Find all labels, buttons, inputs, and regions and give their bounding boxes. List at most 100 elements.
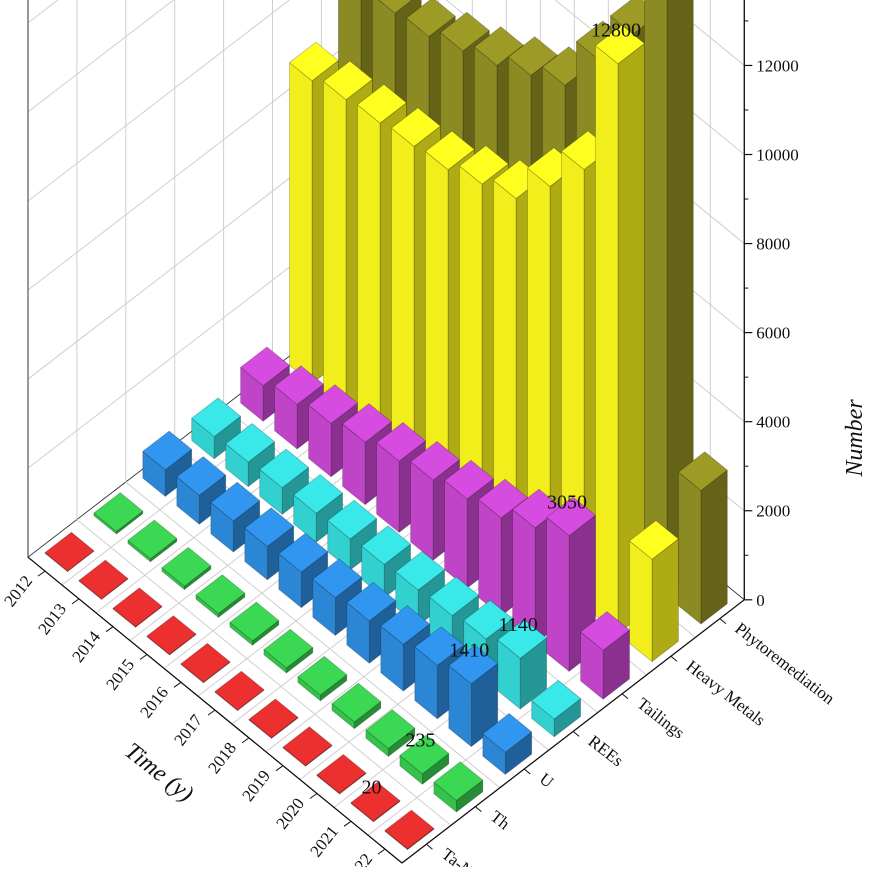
y-tick [719, 618, 727, 624]
z-tick-label: 6000 [756, 324, 790, 343]
bar [580, 611, 630, 700]
bar-top-face [531, 680, 581, 720]
bar-top-face [146, 615, 197, 655]
bar-top-face [259, 448, 310, 489]
bar [399, 734, 450, 785]
y-tick-label: REEs [585, 732, 627, 771]
bar-side-face [651, 538, 679, 662]
bar [127, 519, 178, 563]
bar-top-face [248, 698, 299, 738]
x-tick [37, 570, 46, 577]
bar-top-face [580, 611, 630, 651]
bar-top-face [378, 0, 413, 14]
data-label: 12800 [591, 20, 641, 42]
bar-top-face [459, 145, 509, 185]
x-tick-label: 2022 [340, 850, 376, 867]
z-axis-title: Number [842, 399, 868, 478]
bar-top-face [429, 576, 480, 616]
bar [282, 726, 333, 767]
bar [497, 619, 547, 710]
bar-top-face [463, 599, 513, 640]
bar-top-face [191, 397, 242, 438]
y-tick [475, 806, 482, 812]
bar [297, 656, 348, 702]
bar-front-face [644, 0, 668, 597]
bar-top-face [112, 587, 163, 627]
bar-top-face [357, 84, 407, 124]
z-tick-label: 4000 [756, 413, 790, 432]
bar-top-face [44, 531, 95, 572]
bar-top-face [93, 492, 144, 532]
bar-top-face [342, 403, 392, 443]
bar-top-face [323, 60, 373, 101]
x-tick [343, 820, 352, 827]
bar-top-face [274, 365, 324, 405]
data-label: 1140 [499, 614, 538, 636]
z-tick-label: 0 [756, 591, 765, 610]
bar [316, 754, 367, 795]
bar-top-face [346, 581, 397, 622]
bar-top-face [361, 525, 412, 565]
bar [210, 481, 261, 553]
x-tick [241, 737, 250, 744]
bar-front-face [289, 62, 313, 385]
z-tick-label: 2000 [756, 502, 790, 521]
bar-top-face [395, 551, 446, 591]
bar [146, 615, 197, 656]
bar-front-face [478, 499, 502, 617]
x-tick-label: 2016 [136, 683, 172, 721]
bar-top-face [289, 41, 339, 82]
x-tick [105, 626, 114, 633]
bar-top-face [433, 761, 484, 801]
bar-front-face [546, 516, 570, 672]
bar-top-face [497, 619, 547, 659]
bar [384, 809, 435, 850]
y-tick-label: Tailings [634, 694, 689, 743]
bar [93, 492, 144, 535]
bar-top-face [595, 24, 645, 65]
bar-top-face [327, 499, 378, 540]
x-tick-label: 2015 [102, 655, 138, 693]
x-tick [173, 681, 182, 688]
bar [595, 24, 645, 635]
x-tick [71, 598, 80, 605]
bar [678, 451, 728, 625]
x-tick-label: 2012 [0, 572, 36, 610]
bar-top-face [229, 601, 280, 642]
bar-front-face [678, 471, 702, 625]
bar-side-face [700, 469, 728, 625]
chart-bars [44, 0, 728, 850]
bar-top-face [410, 440, 460, 481]
y-tick [670, 655, 678, 662]
bar-top-face [473, 26, 524, 66]
bar [112, 587, 163, 628]
bar-top-face [405, 0, 456, 37]
data-label: 20 [361, 777, 381, 799]
bar-top-face [225, 423, 276, 463]
bar-top-face [210, 481, 261, 522]
bar [531, 680, 581, 738]
y-tick-label: Th [487, 807, 514, 834]
x-tick [309, 793, 318, 799]
bar-front-face [357, 104, 381, 440]
x-tick-label: 2014 [68, 627, 104, 666]
bar [225, 423, 276, 488]
bar-top-face [278, 533, 329, 573]
bar [259, 448, 310, 515]
bar-top-face [478, 478, 528, 519]
bar-top-face [316, 754, 367, 794]
bar [214, 670, 265, 711]
data-label: 235 [405, 729, 435, 751]
y-tick [426, 843, 433, 850]
bar [161, 547, 212, 590]
bar [78, 559, 129, 600]
bar [433, 761, 484, 813]
bar-front-face [595, 45, 619, 635]
x-tick [207, 709, 216, 716]
bar-top-face [297, 656, 348, 696]
z-tick-label: 12000 [756, 56, 799, 75]
bar-top-face [180, 643, 231, 683]
y-tick-label: U [536, 769, 557, 792]
bar-top-face [384, 809, 435, 850]
